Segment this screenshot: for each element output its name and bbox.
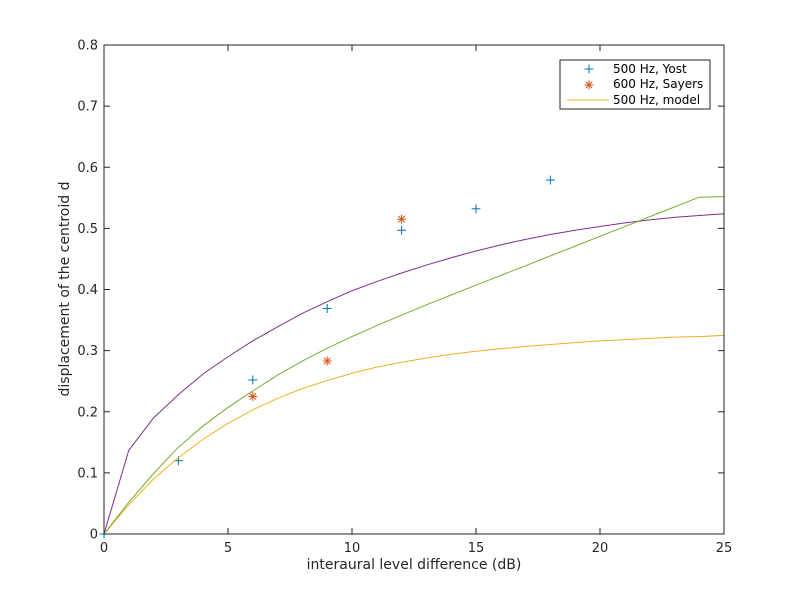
data-point [397, 225, 407, 235]
x-tick-label: 20 [592, 541, 609, 556]
y-axis-ticks: 0 0.1 0.2 0.3 0.4 0.5 0.6 0.7 0.8 [77, 39, 724, 543]
y-tick-label: 0.3 [77, 344, 98, 359]
legend-label-model: 500 Hz, model [613, 93, 700, 107]
legend-entry-model: 500 Hz, model [567, 93, 700, 107]
legend-marker-sayers [584, 80, 594, 90]
data-point [397, 214, 407, 224]
data-point [471, 204, 481, 214]
x-tick-label: 15 [468, 541, 485, 556]
data-point [322, 303, 332, 313]
legend-label-yost: 500 Hz, Yost [613, 62, 687, 76]
x-axis-label: interaural level difference (dB) [307, 557, 522, 573]
y-tick-label: 0.6 [77, 161, 98, 176]
legend-marker-yost [584, 64, 594, 74]
plot-area: 0 5 10 15 20 25 0 0.1 0.2 0.3 0.4 0.5 0.6 0.7 0.8 [77, 39, 732, 557]
y-tick-label: 0.7 [77, 100, 98, 115]
x-tick-label: 5 [224, 541, 232, 556]
legend-symbol-sayers [584, 80, 594, 90]
series-line-4 [103, 196, 725, 535]
legend: 500 Hz, Yost 600 Hz, Sayers 500 Hz, mode… [559, 59, 711, 110]
legend-label-sayers: 600 Hz, Sayers [613, 77, 703, 91]
data-point [248, 375, 258, 385]
legend-entry-sayers: 600 Hz, Sayers [584, 77, 703, 91]
series-4 [103, 196, 725, 535]
x-tick-label: 10 [344, 541, 361, 556]
series-layer [99, 175, 725, 539]
series-3 [103, 213, 725, 535]
data-point [545, 175, 555, 185]
y-tick-label: 0 [90, 528, 98, 543]
legend-symbol-yost [584, 64, 594, 74]
data-point [322, 356, 332, 366]
y-tick-label: 0.4 [77, 283, 98, 298]
series-line-2 [103, 334, 725, 535]
x-tick-label: 25 [716, 541, 733, 556]
axes-background [104, 45, 724, 534]
series-2 [103, 334, 725, 535]
y-tick-label: 0.2 [77, 405, 98, 420]
x-axis-ticks: 0 5 10 15 20 25 [100, 45, 732, 556]
y-axis-label: displacement of the centroid d [57, 182, 73, 397]
series-line-3 [103, 213, 725, 535]
series-1 [248, 214, 407, 401]
data-point [248, 391, 258, 401]
y-tick-label: 0.5 [77, 222, 98, 237]
y-tick-label: 0.1 [77, 466, 98, 481]
x-tick-label: 0 [100, 541, 108, 556]
legend-entry-yost: 500 Hz, Yost [584, 62, 687, 76]
y-tick-label: 0.8 [77, 39, 98, 54]
